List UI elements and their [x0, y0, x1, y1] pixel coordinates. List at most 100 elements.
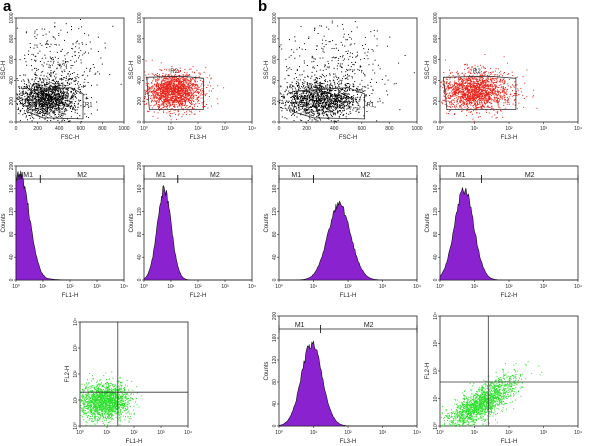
scatter-point [91, 398, 93, 400]
scatter-point [84, 33, 86, 35]
scatter-point [56, 90, 58, 91]
scatter-point [42, 86, 44, 88]
scatter-point [68, 104, 70, 106]
scatter-point [19, 111, 21, 113]
scatter-point [115, 406, 117, 408]
scatter-point [174, 68, 176, 70]
scatter-point [66, 104, 68, 106]
x-tick-label: 10² [194, 284, 202, 290]
scatter-point [188, 83, 190, 85]
scatter-point [159, 93, 161, 95]
scatter-point [93, 398, 95, 400]
scatter-point [160, 83, 162, 85]
scatter-point [102, 403, 104, 405]
scatter-point [24, 87, 26, 89]
scatter-point [25, 32, 27, 34]
scatter-point [105, 409, 107, 411]
scatter-point [163, 96, 165, 98]
scatter-point [104, 393, 106, 395]
scatter-point [204, 94, 206, 96]
scatter-point [41, 104, 42, 106]
scatter-point [159, 74, 161, 76]
scatter-point [41, 64, 43, 66]
scatter-point [67, 88, 69, 90]
scatter-point [53, 91, 55, 93]
scatter-point [170, 99, 172, 101]
scatter-point [50, 106, 52, 108]
scatter-point [38, 107, 40, 109]
scatter-point [78, 57, 79, 59]
scatter-point [171, 81, 173, 83]
scatter-point [109, 391, 111, 393]
scatter-point [159, 98, 161, 99]
scatter-point [179, 99, 181, 101]
scatter-point [173, 78, 175, 80]
scatter-point [74, 105, 76, 107]
scatter-point [45, 99, 47, 101]
scatter-point [80, 90, 81, 92]
scatter-point [56, 97, 58, 99]
scatter-point [19, 103, 21, 105]
scatter-point [177, 90, 179, 92]
scatter-point [59, 101, 61, 102]
scatter-point [37, 83, 39, 85]
scatter-point [37, 94, 39, 96]
scatter-point [94, 414, 96, 416]
scatter-point [35, 101, 36, 103]
scatter-point [74, 101, 76, 102]
scatter-point [27, 100, 28, 102]
scatter-point [48, 100, 50, 102]
scatter-point [85, 412, 87, 414]
scatter-point [70, 92, 72, 94]
scatter-point [118, 395, 119, 397]
scatter-point [47, 87, 49, 89]
scatter-point [93, 412, 95, 414]
scatter-point [24, 104, 26, 106]
scatter-point [36, 112, 38, 113]
scatter-point [36, 104, 37, 105]
scatter-point [18, 95, 20, 97]
scatter-point [94, 412, 96, 414]
scatter-point [167, 97, 169, 98]
scatter-point [178, 100, 180, 102]
scatter-point [203, 84, 205, 86]
scatter-point [183, 92, 185, 94]
scatter-point [172, 87, 174, 89]
scatter-point [18, 86, 20, 88]
scatter-point [70, 59, 72, 61]
scatter-point [173, 83, 174, 85]
x-tick-label: 10¹ [39, 284, 47, 290]
scatter-point [55, 106, 57, 107]
scatter-point [66, 53, 68, 55]
scatter-point [168, 70, 170, 72]
scatter-point [127, 401, 129, 403]
scatter-point [45, 111, 47, 112]
scatter-point [189, 103, 191, 104]
scatter-point [112, 393, 114, 395]
scatter-point [167, 94, 169, 96]
scatter-point [47, 108, 48, 110]
scatter-point [98, 404, 100, 406]
scatter-point [166, 92, 168, 93]
scatter-point [68, 104, 70, 106]
scatter-point [65, 80, 67, 82]
scatter-point [102, 409, 104, 410]
scatter-point [55, 89, 57, 91]
scatter-point [51, 58, 52, 60]
scatter-point [172, 80, 174, 82]
scatter-point [120, 397, 122, 399]
scatter-point [129, 416, 131, 418]
scatter-point [126, 409, 128, 411]
scatter-point [82, 403, 84, 405]
scatter-point [111, 408, 113, 410]
scatter-point [190, 68, 192, 70]
scatter-point [132, 389, 134, 391]
scatter-point [39, 111, 41, 113]
scatter-point [175, 95, 176, 97]
scatter-point [49, 107, 51, 109]
scatter-point [97, 71, 99, 73]
scatter-point [168, 106, 170, 108]
scatter-point [154, 97, 156, 98]
scatter-point [50, 65, 51, 67]
